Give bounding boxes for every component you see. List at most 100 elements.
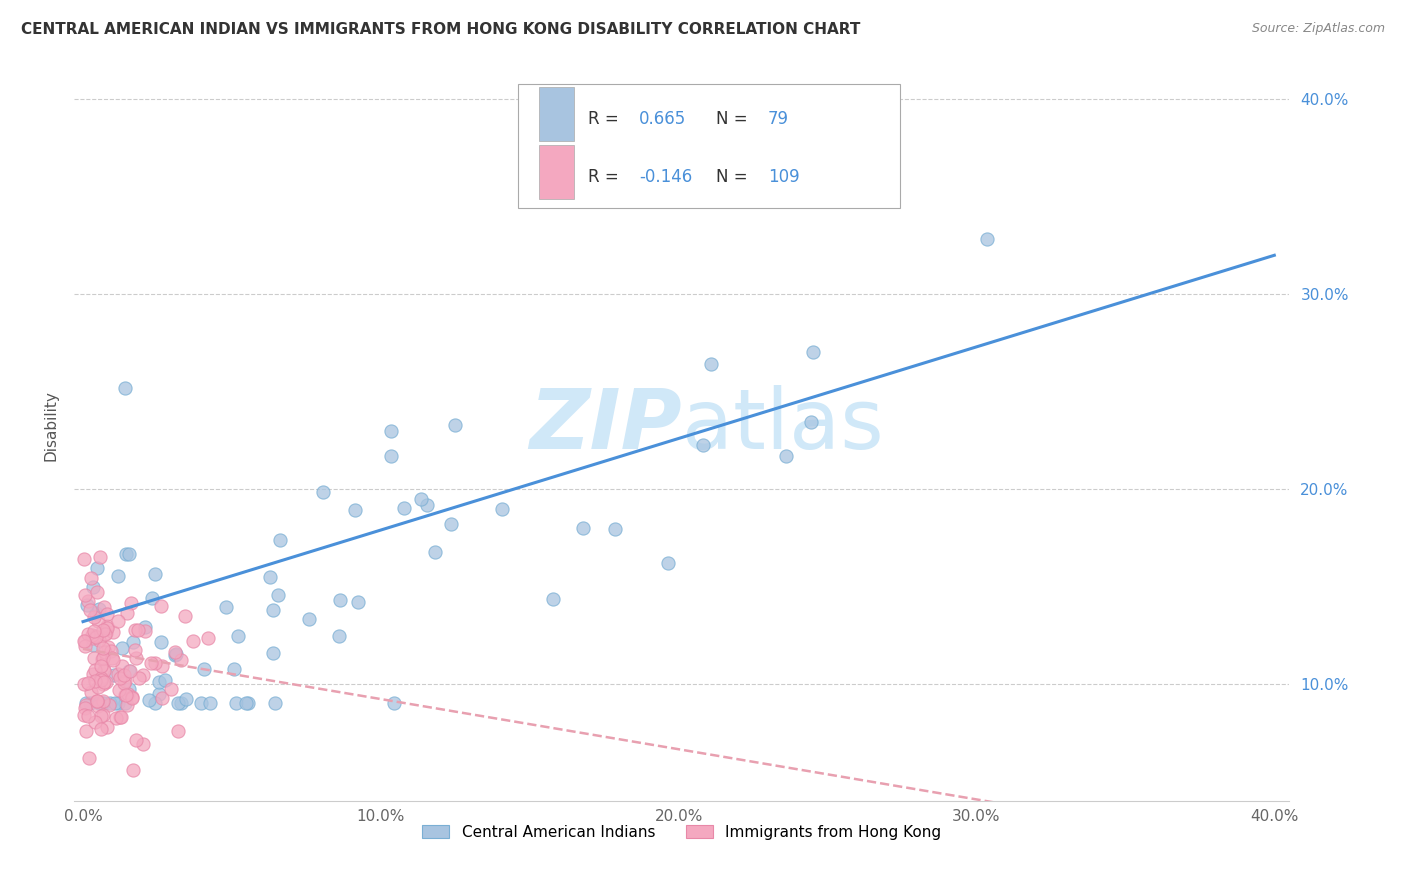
Point [159, 681, 181, 696]
Point [93, 600, 115, 615]
Point [94, 645, 117, 659]
Point [83, 610, 105, 624]
Legend: Central American Indians, Immigrants from Hong Kong: Central American Indians, Immigrants fro… [416, 819, 948, 846]
Point [124, 642, 146, 657]
Point [190, 697, 212, 711]
Point [86, 694, 108, 708]
Point [114, 689, 136, 703]
Point [263, 697, 285, 711]
Point [148, 687, 170, 701]
Point [90, 673, 112, 687]
Point [312, 485, 335, 500]
Point [262, 646, 284, 660]
Point [91, 708, 114, 723]
Point [150, 659, 173, 673]
Point [131, 738, 153, 752]
Point [79, 697, 101, 711]
Point [94, 626, 117, 640]
FancyBboxPatch shape [517, 85, 900, 208]
Text: R =: R = [588, 110, 624, 128]
Point [100, 644, 122, 658]
Point [84, 630, 107, 644]
Point [75, 697, 97, 711]
Point [90, 658, 112, 673]
Text: ZIP: ZIP [529, 385, 682, 467]
Point [94, 675, 117, 690]
Point [91, 623, 114, 637]
Point [328, 629, 350, 643]
Text: Source: ZipAtlas.com: Source: ZipAtlas.com [1251, 22, 1385, 36]
Point [692, 438, 714, 452]
Point [657, 557, 679, 571]
Point [121, 764, 143, 778]
Point [127, 623, 149, 637]
Point [440, 517, 463, 532]
Point [344, 503, 367, 517]
Point [73, 634, 96, 648]
Point [148, 675, 170, 690]
Point [444, 417, 467, 432]
Point [125, 651, 148, 665]
Point [76, 627, 98, 641]
Point [125, 733, 148, 747]
Point [89, 550, 111, 565]
Point [138, 693, 160, 707]
Point [96, 720, 118, 734]
Point [167, 723, 190, 738]
Point [73, 588, 96, 602]
Point [75, 634, 97, 648]
FancyBboxPatch shape [540, 87, 574, 141]
Point [118, 682, 141, 697]
Point [222, 662, 245, 676]
Point [83, 624, 105, 638]
Point [96, 607, 118, 622]
Point [153, 673, 176, 688]
Point [141, 656, 163, 670]
Point [94, 626, 117, 640]
Point [79, 603, 101, 617]
Point [86, 585, 108, 599]
Point [110, 710, 132, 724]
Point [76, 598, 98, 612]
Point [90, 652, 112, 666]
Point [84, 663, 107, 677]
Point [775, 449, 797, 463]
Point [117, 698, 139, 712]
Point [80, 685, 103, 699]
Point [409, 491, 432, 506]
Point [86, 693, 108, 707]
Point [107, 614, 129, 628]
Point [346, 595, 368, 609]
Point [174, 692, 197, 706]
Point [181, 634, 204, 648]
Point [392, 500, 415, 515]
Point [170, 697, 193, 711]
Point [225, 697, 247, 711]
Point [120, 597, 142, 611]
Point [128, 671, 150, 685]
Point [93, 663, 115, 677]
Point [121, 690, 143, 705]
Point [114, 673, 136, 688]
Text: 79: 79 [768, 110, 789, 128]
Point [91, 677, 114, 691]
Point [91, 694, 114, 708]
Point [167, 697, 190, 711]
Point [76, 593, 98, 607]
Point [112, 667, 135, 681]
Point [75, 724, 97, 739]
Point [112, 675, 135, 690]
Point [91, 697, 114, 711]
Point [150, 690, 173, 705]
Point [90, 709, 112, 723]
Point [82, 580, 104, 594]
Point [149, 599, 172, 614]
Point [267, 588, 290, 602]
Point [114, 697, 136, 711]
Point [114, 547, 136, 561]
Point [117, 687, 139, 701]
Point [89, 697, 111, 711]
Point [104, 697, 127, 711]
Point [91, 641, 114, 656]
Point [73, 708, 96, 723]
